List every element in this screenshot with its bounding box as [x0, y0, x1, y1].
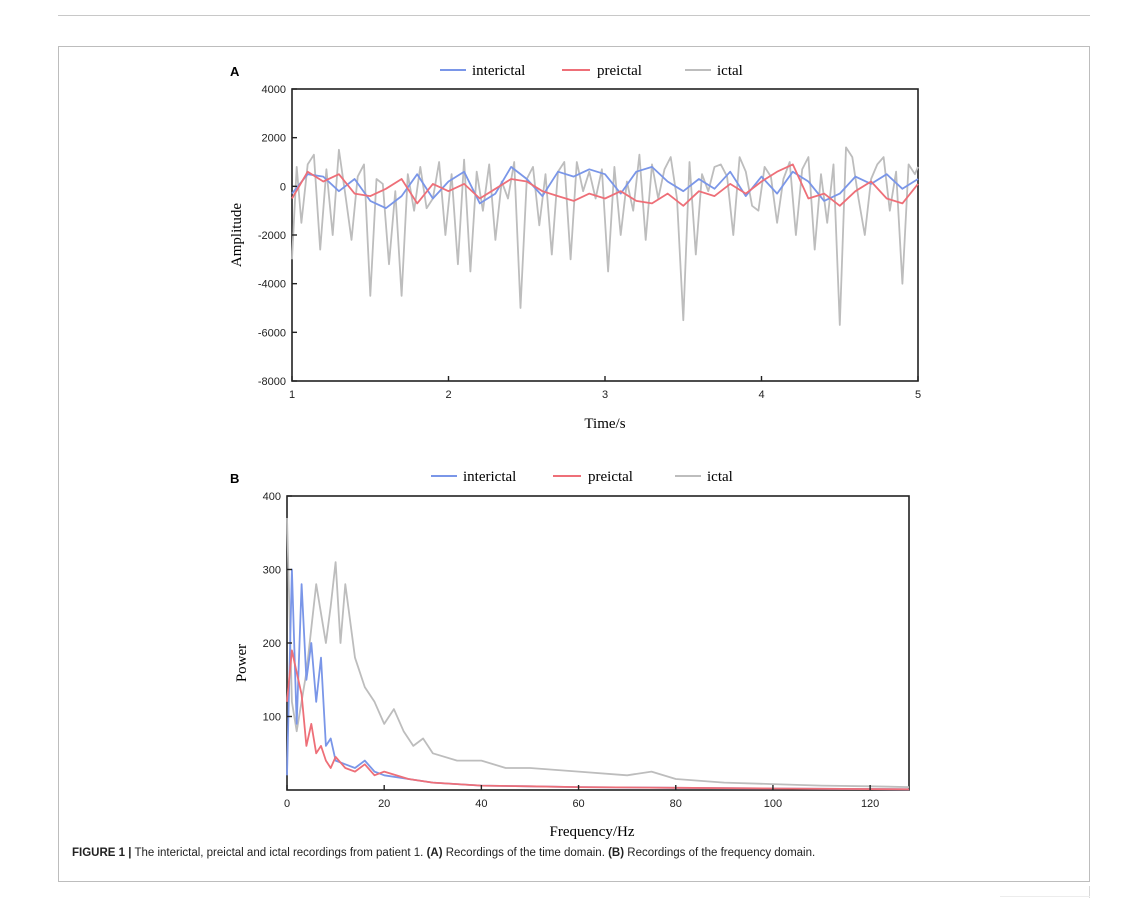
legend-a-ictal-label: ictal: [717, 63, 743, 79]
figure-frame: [58, 46, 1090, 882]
xtick-label-b-40: 40: [475, 798, 487, 810]
ytick-label-b-200: 200: [263, 638, 281, 650]
caption-text-1: The interictal, preictal and ictal recor…: [131, 847, 427, 859]
series-a-interictal: [291, 165, 919, 210]
caption-text-3: Recordings of the frequency domain.: [624, 847, 816, 859]
xtick-label-a-5: 5: [915, 389, 921, 401]
panel-a-ticks: 1 2 3 4 5 4000 2000 0 -2000 -4000 -6000 -8000: [258, 84, 921, 401]
legend-a-interictal-label: interictal: [472, 63, 525, 79]
xtick-label-b-0: 0: [284, 798, 290, 810]
xtick-label-b-60: 60: [572, 798, 584, 810]
ytick-label-a--8000: -8000: [258, 376, 286, 388]
series-a-preictal: [291, 163, 919, 207]
series-a-ictal: [291, 146, 919, 326]
ytick-label-a--4000: -4000: [258, 279, 286, 291]
legend-a-preictal-label: preictal: [597, 63, 642, 79]
ytick-label-b-100: 100: [263, 712, 281, 724]
ytick-label-a-4000: 4000: [262, 84, 286, 96]
xtick-label-a-1: 1: [289, 389, 295, 401]
ytick-label-a--6000: -6000: [258, 327, 286, 339]
panel-a-xlabel: Time/s: [584, 416, 625, 432]
caption-a-tag: (A): [426, 847, 443, 859]
panel-b-series: [286, 517, 910, 791]
legend-b-ictal-label: ictal: [707, 469, 733, 485]
xtick-label-a-3: 3: [602, 389, 608, 401]
legend-b-preictal-label: preictal: [588, 469, 633, 485]
panel-a-ylabel: Amplitude: [229, 203, 245, 268]
frame-tail-line: [1000, 896, 1090, 897]
xtick-label-a-4: 4: [758, 389, 764, 401]
series-b-interictal: [286, 568, 910, 791]
frame-corner-mark: [1089, 886, 1090, 898]
xtick-label-b-100: 100: [764, 798, 782, 810]
ytick-label-a-0: 0: [280, 181, 286, 193]
series-b-preictal: [286, 649, 910, 791]
xtick-label-a-2: 2: [445, 389, 451, 401]
caption-b-tag: (B): [608, 847, 625, 859]
panel-b-plot-frame: [286, 495, 910, 791]
panel-b-legend: interictal preictal ictal: [431, 469, 733, 485]
legend-b-interictal-label: interictal: [463, 469, 516, 485]
series-b-ictal: [286, 517, 910, 788]
ytick-label-b-300: 300: [263, 565, 281, 577]
panel-b-ticks: 0 20 40 60 80 100 120 400 300 200 100: [263, 491, 880, 810]
caption-text-2: Recordings of the time domain.: [442, 847, 609, 859]
figure-caption: FIGURE 1 | The interictal, preictal and …: [72, 847, 815, 859]
xtick-label-b-120: 120: [861, 798, 879, 810]
panel-a: A interictal preictal ictal 1 2 3 4 5 4000 200…: [229, 63, 921, 432]
panel-b-ylabel: Power: [234, 644, 250, 682]
panel-a-legend: interictal preictal ictal: [440, 63, 743, 79]
ytick-label-a-2000: 2000: [262, 133, 286, 145]
caption-label: FIGURE 1 |: [72, 847, 132, 859]
top-rule: [58, 15, 1090, 16]
ytick-label-b-400: 400: [263, 491, 281, 503]
panel-a-series: [291, 146, 919, 326]
panel-a-tag: A: [230, 64, 240, 79]
xtick-label-b-80: 80: [670, 798, 682, 810]
ytick-label-a--2000: -2000: [258, 230, 286, 242]
xtick-label-b-20: 20: [378, 798, 390, 810]
panel-b-tag: B: [230, 471, 239, 486]
panel-b-xlabel: Frequency/Hz: [550, 824, 635, 840]
panel-b: B interictal preictal ictal 0 20 40 60 80 100…: [230, 469, 910, 840]
